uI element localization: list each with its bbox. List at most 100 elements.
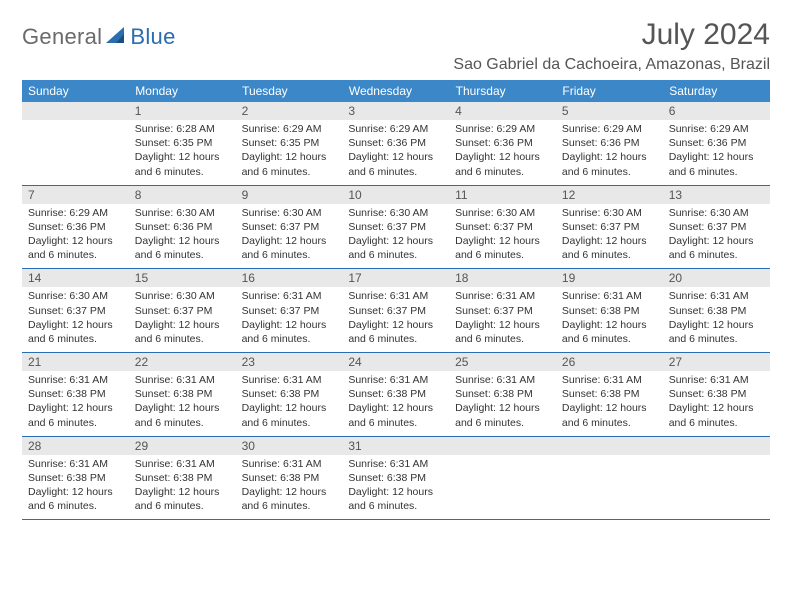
day-details-cell: Sunrise: 6:31 AMSunset: 6:38 PMDaylight:… bbox=[663, 287, 770, 352]
calendar-page: General Blue July 2024 Sao Gabriel da Ca… bbox=[0, 0, 792, 520]
sunrise-text: Sunrise: 6:31 AM bbox=[242, 373, 337, 387]
day-number-row: 14151617181920 bbox=[22, 269, 770, 288]
daylight-text-1: Daylight: 12 hours bbox=[562, 401, 657, 415]
day-details-cell: Sunrise: 6:30 AMSunset: 6:37 PMDaylight:… bbox=[236, 204, 343, 269]
sunrise-text: Sunrise: 6:31 AM bbox=[669, 373, 764, 387]
sunset-text: Sunset: 6:37 PM bbox=[28, 304, 123, 318]
daylight-text-2: and 6 minutes. bbox=[348, 165, 443, 179]
daylight-text-2: and 6 minutes. bbox=[348, 416, 443, 430]
day-number-cell: 25 bbox=[449, 353, 556, 372]
sunrise-text: Sunrise: 6:29 AM bbox=[28, 206, 123, 220]
sunrise-text: Sunrise: 6:31 AM bbox=[562, 289, 657, 303]
daylight-text-1: Daylight: 12 hours bbox=[242, 401, 337, 415]
sunset-text: Sunset: 6:37 PM bbox=[455, 304, 550, 318]
day-number-cell: 21 bbox=[22, 353, 129, 372]
day-details-cell: Sunrise: 6:30 AMSunset: 6:37 PMDaylight:… bbox=[556, 204, 663, 269]
day-details-cell: Sunrise: 6:29 AMSunset: 6:36 PMDaylight:… bbox=[342, 120, 449, 185]
sunset-text: Sunset: 6:37 PM bbox=[348, 220, 443, 234]
daylight-text-2: and 6 minutes. bbox=[455, 332, 550, 346]
sunrise-text: Sunrise: 6:29 AM bbox=[242, 122, 337, 136]
weekday-header: Sunday bbox=[22, 80, 129, 102]
day-details-cell: Sunrise: 6:31 AMSunset: 6:38 PMDaylight:… bbox=[236, 371, 343, 436]
day-details-row: Sunrise: 6:28 AMSunset: 6:35 PMDaylight:… bbox=[22, 120, 770, 185]
day-details-cell: Sunrise: 6:31 AMSunset: 6:38 PMDaylight:… bbox=[449, 371, 556, 436]
day-number-row: 28293031 bbox=[22, 436, 770, 455]
daylight-text-2: and 6 minutes. bbox=[669, 416, 764, 430]
sunrise-text: Sunrise: 6:30 AM bbox=[135, 206, 230, 220]
day-number-cell: 20 bbox=[663, 269, 770, 288]
day-details-cell: Sunrise: 6:31 AMSunset: 6:38 PMDaylight:… bbox=[22, 455, 129, 520]
day-number-row: 123456 bbox=[22, 102, 770, 120]
daylight-text-2: and 6 minutes. bbox=[135, 499, 230, 513]
day-details-row: Sunrise: 6:30 AMSunset: 6:37 PMDaylight:… bbox=[22, 287, 770, 352]
title-block: July 2024 Sao Gabriel da Cachoeira, Amaz… bbox=[453, 18, 770, 74]
sunrise-text: Sunrise: 6:31 AM bbox=[242, 289, 337, 303]
brand-text-b: Blue bbox=[130, 24, 175, 50]
day-number-cell bbox=[22, 102, 129, 120]
sunrise-text: Sunrise: 6:29 AM bbox=[348, 122, 443, 136]
day-details-cell: Sunrise: 6:31 AMSunset: 6:38 PMDaylight:… bbox=[342, 371, 449, 436]
daylight-text-2: and 6 minutes. bbox=[135, 165, 230, 179]
day-number-cell: 23 bbox=[236, 353, 343, 372]
sunset-text: Sunset: 6:36 PM bbox=[562, 136, 657, 150]
day-number-cell: 7 bbox=[22, 185, 129, 204]
day-details-cell bbox=[22, 120, 129, 185]
calendar-table: Sunday Monday Tuesday Wednesday Thursday… bbox=[22, 80, 770, 520]
header: General Blue July 2024 Sao Gabriel da Ca… bbox=[22, 18, 770, 74]
daylight-text-1: Daylight: 12 hours bbox=[242, 150, 337, 164]
sunrise-text: Sunrise: 6:30 AM bbox=[242, 206, 337, 220]
sunrise-text: Sunrise: 6:31 AM bbox=[135, 457, 230, 471]
sunrise-text: Sunrise: 6:31 AM bbox=[348, 289, 443, 303]
sunset-text: Sunset: 6:38 PM bbox=[455, 387, 550, 401]
day-number-cell: 16 bbox=[236, 269, 343, 288]
weekday-header: Tuesday bbox=[236, 80, 343, 102]
day-details-cell: Sunrise: 6:30 AMSunset: 6:36 PMDaylight:… bbox=[129, 204, 236, 269]
daylight-text-1: Daylight: 12 hours bbox=[562, 318, 657, 332]
sunrise-text: Sunrise: 6:31 AM bbox=[562, 373, 657, 387]
daylight-text-1: Daylight: 12 hours bbox=[135, 150, 230, 164]
sunrise-text: Sunrise: 6:31 AM bbox=[135, 373, 230, 387]
day-number-cell: 15 bbox=[129, 269, 236, 288]
daylight-text-2: and 6 minutes. bbox=[669, 332, 764, 346]
daylight-text-2: and 6 minutes. bbox=[135, 248, 230, 262]
sunrise-text: Sunrise: 6:31 AM bbox=[348, 457, 443, 471]
daylight-text-2: and 6 minutes. bbox=[242, 416, 337, 430]
day-number-cell: 31 bbox=[342, 436, 449, 455]
daylight-text-1: Daylight: 12 hours bbox=[348, 150, 443, 164]
sunset-text: Sunset: 6:37 PM bbox=[562, 220, 657, 234]
daylight-text-1: Daylight: 12 hours bbox=[135, 485, 230, 499]
day-details-cell: Sunrise: 6:30 AMSunset: 6:37 PMDaylight:… bbox=[342, 204, 449, 269]
day-details-cell bbox=[556, 455, 663, 520]
day-number-cell: 29 bbox=[129, 436, 236, 455]
brand-sail-icon bbox=[106, 25, 126, 50]
daylight-text-2: and 6 minutes. bbox=[242, 332, 337, 346]
month-title: July 2024 bbox=[453, 18, 770, 52]
daylight-text-2: and 6 minutes. bbox=[455, 165, 550, 179]
sunrise-text: Sunrise: 6:28 AM bbox=[135, 122, 230, 136]
day-details-cell: Sunrise: 6:31 AMSunset: 6:38 PMDaylight:… bbox=[129, 371, 236, 436]
day-details-cell: Sunrise: 6:31 AMSunset: 6:38 PMDaylight:… bbox=[663, 371, 770, 436]
location-text: Sao Gabriel da Cachoeira, Amazonas, Braz… bbox=[453, 56, 770, 74]
day-details-cell: Sunrise: 6:29 AMSunset: 6:36 PMDaylight:… bbox=[556, 120, 663, 185]
sunset-text: Sunset: 6:36 PM bbox=[28, 220, 123, 234]
sunset-text: Sunset: 6:38 PM bbox=[562, 304, 657, 318]
daylight-text-1: Daylight: 12 hours bbox=[242, 318, 337, 332]
sunset-text: Sunset: 6:36 PM bbox=[135, 220, 230, 234]
daylight-text-1: Daylight: 12 hours bbox=[135, 401, 230, 415]
daylight-text-2: and 6 minutes. bbox=[562, 248, 657, 262]
day-number-cell bbox=[663, 436, 770, 455]
sunrise-text: Sunrise: 6:30 AM bbox=[562, 206, 657, 220]
day-number-cell: 24 bbox=[342, 353, 449, 372]
day-number-cell: 12 bbox=[556, 185, 663, 204]
sunset-text: Sunset: 6:38 PM bbox=[135, 387, 230, 401]
daylight-text-2: and 6 minutes. bbox=[28, 332, 123, 346]
sunset-text: Sunset: 6:37 PM bbox=[135, 304, 230, 318]
daylight-text-1: Daylight: 12 hours bbox=[669, 401, 764, 415]
sunset-text: Sunset: 6:37 PM bbox=[669, 220, 764, 234]
day-number-cell: 13 bbox=[663, 185, 770, 204]
sunrise-text: Sunrise: 6:30 AM bbox=[455, 206, 550, 220]
sunset-text: Sunset: 6:37 PM bbox=[242, 220, 337, 234]
sunset-text: Sunset: 6:38 PM bbox=[562, 387, 657, 401]
day-details-cell: Sunrise: 6:30 AMSunset: 6:37 PMDaylight:… bbox=[129, 287, 236, 352]
day-number-cell: 1 bbox=[129, 102, 236, 120]
